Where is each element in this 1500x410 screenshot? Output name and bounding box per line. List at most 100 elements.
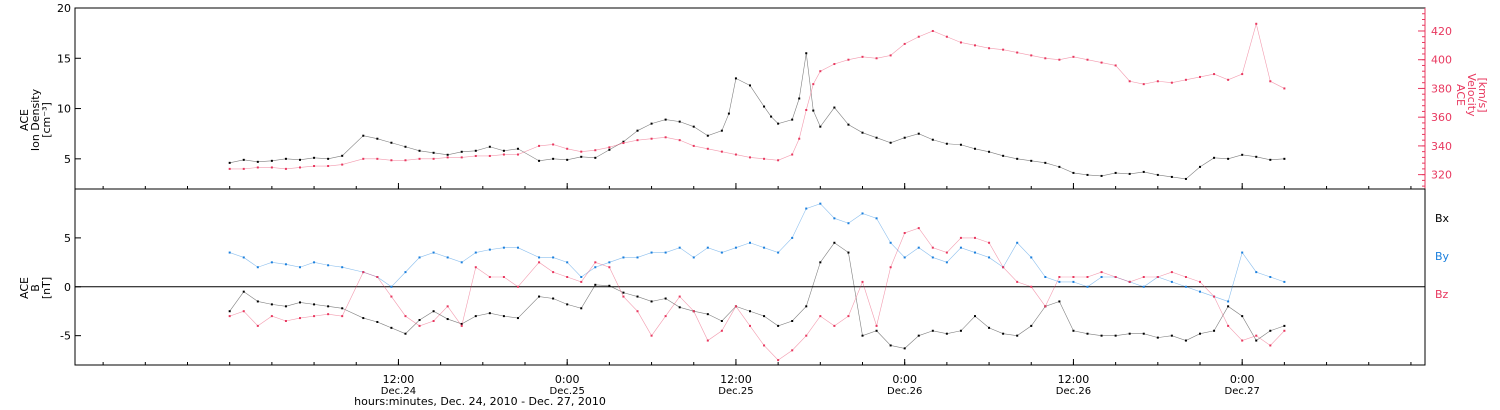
by-point <box>1058 280 1061 283</box>
bz-point <box>988 241 991 244</box>
bz-point <box>1086 276 1089 278</box>
bz-point <box>819 315 822 318</box>
bx-point <box>959 329 962 332</box>
by-point <box>749 241 751 244</box>
bx-point <box>974 315 976 318</box>
velocity-point <box>1114 64 1117 67</box>
bz-point <box>1241 339 1244 342</box>
bz-point <box>650 334 653 337</box>
bz-point <box>256 324 259 327</box>
density-point <box>917 132 920 135</box>
bz-point <box>889 266 892 269</box>
bz-point <box>1016 280 1019 283</box>
by-point <box>1283 280 1286 283</box>
bz-point <box>418 324 421 327</box>
density-point <box>270 159 273 162</box>
bx-point <box>376 320 379 323</box>
by-point <box>446 256 449 259</box>
bx-point <box>1072 329 1075 332</box>
by-point <box>664 251 667 254</box>
bx-point <box>284 305 287 308</box>
bx-point <box>650 300 653 303</box>
bz-point <box>959 236 962 239</box>
by-point <box>833 217 836 220</box>
bottom-ytick-label: 5 <box>64 232 71 245</box>
bottom-panel: -505ACEB[nT]12:00Dec.240:00Dec.2512:00De… <box>18 188 1450 408</box>
bz-point <box>502 276 505 278</box>
density-point <box>327 157 330 160</box>
velocity-point <box>1170 81 1173 84</box>
density-point <box>418 149 421 152</box>
by-point <box>889 241 892 244</box>
velocity-point <box>706 147 709 150</box>
velocity-point <box>1142 83 1145 86</box>
density-point <box>1184 177 1187 180</box>
bx-point <box>861 334 864 337</box>
velocity-point <box>917 35 920 38</box>
density-point <box>594 156 597 159</box>
bx-point <box>1086 332 1089 335</box>
bz-point <box>763 344 766 347</box>
bx-point <box>1241 315 1244 318</box>
bz-point <box>1170 271 1173 274</box>
velocity-point <box>903 42 906 45</box>
velocity-point <box>432 157 435 160</box>
bx-point <box>833 241 836 244</box>
bx-point <box>256 300 259 303</box>
bx-point <box>516 317 519 320</box>
x-axis-title: hours:minutes, Dec. 24, 2010 - Dec. 27, … <box>354 395 606 408</box>
density-point <box>763 105 766 108</box>
velocity-point <box>1128 80 1131 83</box>
density-point <box>228 161 231 164</box>
density-point <box>341 154 344 157</box>
density-point <box>777 122 780 125</box>
density-point <box>242 158 245 161</box>
bx-point <box>777 324 780 327</box>
bx-point <box>390 326 393 329</box>
by-point <box>734 246 737 249</box>
top-y2tick-label: 360 <box>1431 111 1452 124</box>
velocity-point <box>341 163 344 166</box>
velocity-point <box>566 147 569 150</box>
density-point <box>256 160 259 163</box>
bx-point <box>418 319 421 322</box>
velocity-point <box>875 57 878 60</box>
density-point <box>1030 159 1033 162</box>
density-point <box>959 143 962 146</box>
bz-point <box>432 320 435 322</box>
bx-point <box>270 303 273 306</box>
velocity-point <box>974 44 976 47</box>
by-point <box>720 251 723 254</box>
velocity-point <box>819 70 822 73</box>
legend-by: By <box>1435 250 1450 263</box>
bz-point <box>376 276 379 278</box>
bx-point <box>1100 334 1103 337</box>
velocity-point <box>622 142 625 145</box>
bz-point <box>1255 334 1258 337</box>
xtick-time-label: 0:00 <box>1230 373 1255 386</box>
by-point <box>622 256 625 259</box>
bz-point <box>706 339 709 342</box>
velocity-point <box>791 153 794 156</box>
bz-point <box>1199 280 1201 283</box>
bx-point <box>1184 339 1187 342</box>
by-point <box>903 256 906 259</box>
xtick-time-label: 0:00 <box>555 373 580 386</box>
bx-point <box>706 313 709 316</box>
by-point <box>931 256 934 259</box>
bx-point <box>474 315 477 318</box>
density-point <box>580 155 583 158</box>
density-point <box>791 118 794 121</box>
velocity-point <box>552 143 555 146</box>
density-point <box>376 137 379 140</box>
density-point <box>1058 165 1061 168</box>
velocity-point <box>376 157 379 160</box>
by-point <box>594 266 597 269</box>
by-point <box>636 256 639 259</box>
by-point <box>538 256 541 259</box>
density-point <box>1100 174 1103 177</box>
by-point <box>256 266 259 269</box>
bz-point <box>538 261 541 264</box>
top-y2tick-label: 400 <box>1431 54 1452 67</box>
